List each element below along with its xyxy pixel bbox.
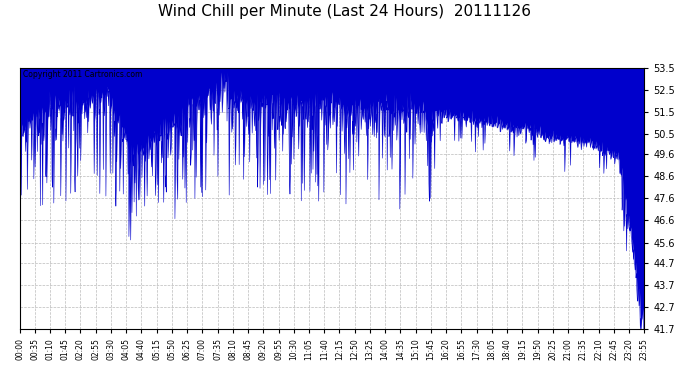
Text: Wind Chill per Minute (Last 24 Hours)  20111126: Wind Chill per Minute (Last 24 Hours) 20… [159,4,531,19]
Text: Copyright 2011 Cartronics.com: Copyright 2011 Cartronics.com [23,70,142,80]
